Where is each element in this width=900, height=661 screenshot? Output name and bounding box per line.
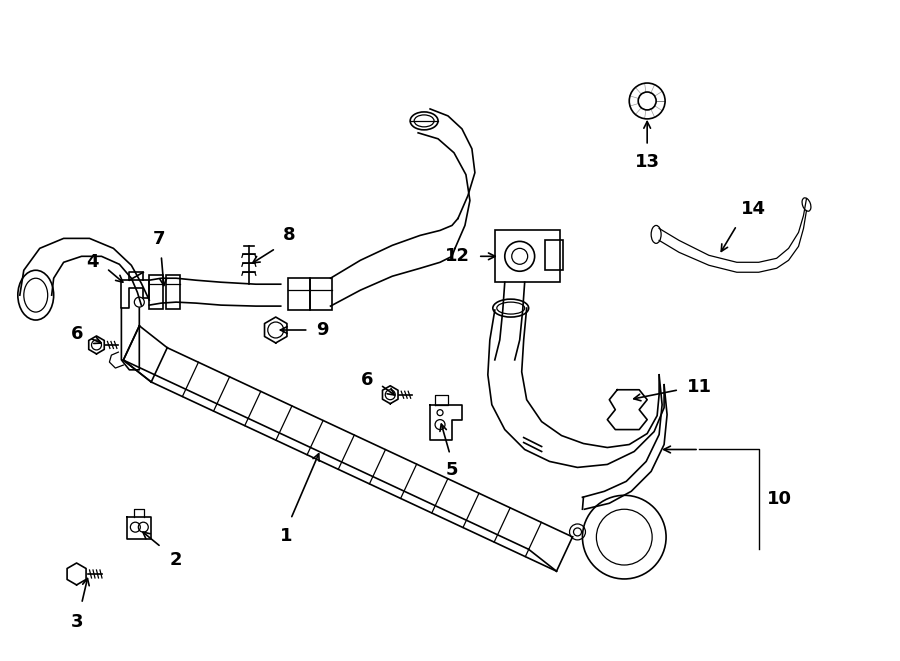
Text: 4: 4	[86, 253, 98, 271]
Text: 6: 6	[71, 325, 84, 343]
Text: 11: 11	[687, 378, 712, 396]
Bar	[544, 241, 562, 270]
Text: 1: 1	[279, 527, 292, 545]
Bar	[288, 278, 310, 310]
Text: 14: 14	[741, 200, 766, 219]
Bar	[310, 278, 331, 310]
Text: 2: 2	[169, 551, 182, 569]
Bar	[495, 231, 560, 282]
Text: 9: 9	[317, 321, 329, 339]
Text: 7: 7	[153, 230, 166, 249]
Bar	[149, 275, 163, 309]
Text: 6: 6	[361, 371, 374, 389]
Text: 8: 8	[283, 226, 295, 245]
Text: 13: 13	[634, 153, 660, 171]
Text: 12: 12	[445, 247, 470, 265]
Text: 5: 5	[446, 461, 458, 479]
Bar	[166, 275, 180, 309]
Text: 3: 3	[70, 613, 83, 631]
Text: 10: 10	[767, 490, 792, 508]
